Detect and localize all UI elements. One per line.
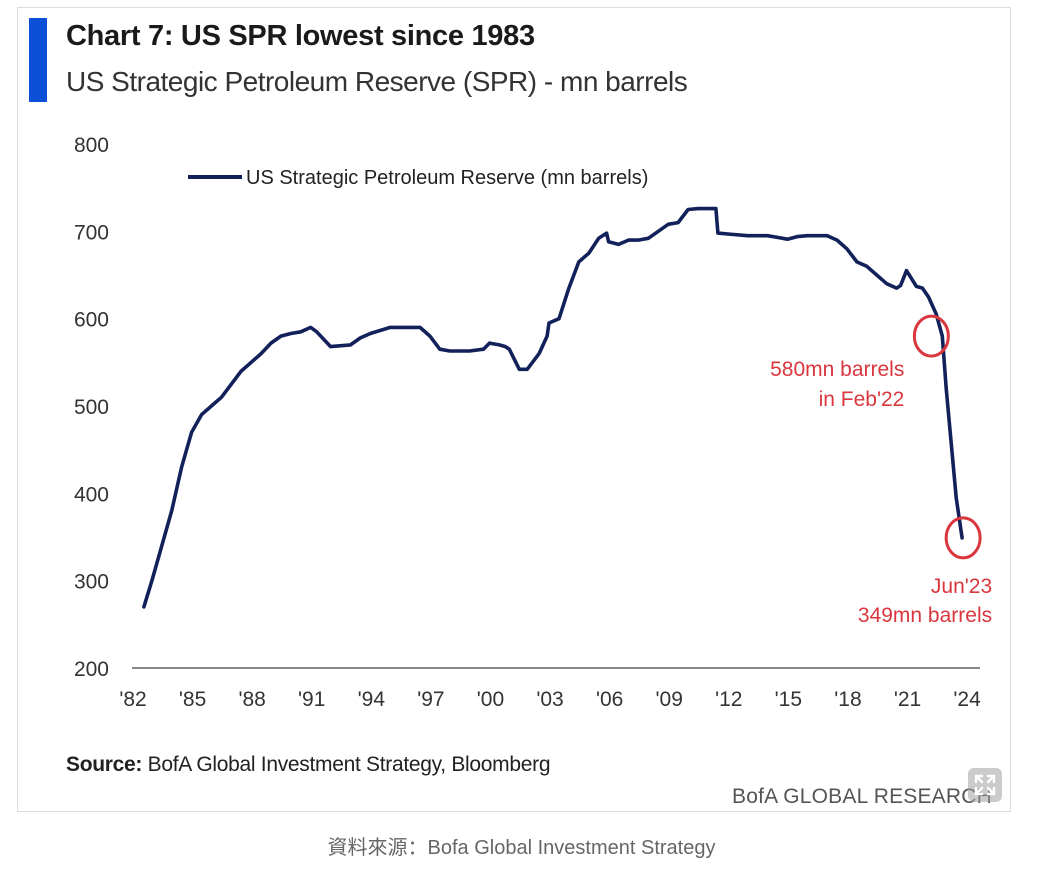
chart-card: Chart 7: US SPR lowest since 1983 US Str…	[17, 7, 1011, 812]
chart-subtitle: US Strategic Petroleum Reserve (SPR) - m…	[66, 66, 688, 97]
x-tick-label: '18	[834, 688, 861, 711]
x-tick-label: '85	[179, 688, 206, 711]
annotation-markers	[912, 314, 982, 560]
annotation-text-line1: Jun'23	[931, 575, 992, 598]
x-tick-label: '09	[656, 688, 683, 711]
chart-title: Chart 7: US SPR lowest since 1983	[66, 20, 535, 52]
source-text: BofA Global Investment Strategy, Bloombe…	[147, 753, 551, 776]
x-tick-label: '15	[775, 688, 802, 711]
x-tick-label: '12	[715, 688, 742, 711]
annotation-circle	[944, 516, 982, 560]
image-caption: 資料來源：Bofa Global Investment Strategy	[327, 837, 716, 859]
y-tick-label: 800	[74, 134, 109, 157]
x-axis-ticks: '82 '85 '88 '91 '94 '97 '00 '03 '06 '09 '12 '15 '18 '…	[119, 688, 981, 711]
legend: US Strategic Petroleum Reserve (mn barre…	[188, 167, 648, 189]
annotation-text-line2: 349mn barrels	[858, 604, 992, 627]
x-tick-label: '00	[477, 688, 504, 711]
x-tick-label: '94	[358, 688, 386, 711]
series-line	[142, 206, 964, 609]
x-tick-label: '97	[417, 688, 444, 711]
annotation-text-line1: 580mn barrels	[770, 358, 904, 381]
accent-bar	[29, 18, 47, 102]
x-tick-label: '24	[953, 688, 981, 711]
y-tick-label: 300	[74, 571, 109, 594]
x-tick-label: '91	[298, 688, 325, 711]
y-axis-ticks: 200 300 400 500 600 700 800	[74, 134, 109, 681]
chart-plot: 200 300 400 500 600 700 800 '82 '85 '88 '91 '94 '97…	[74, 134, 992, 711]
annotation-texts: 580mn barrels in Feb'22 Jun'23 349mn barrel…	[770, 358, 992, 627]
source-line: Source: BofA Global Investment Strategy,…	[66, 753, 551, 777]
y-tick-label: 400	[74, 483, 109, 506]
x-tick-label: '82	[119, 688, 146, 711]
legend-label: US Strategic Petroleum Reserve (mn barre…	[246, 167, 648, 189]
expand-icon[interactable]	[968, 768, 1002, 802]
x-tick-label: '21	[894, 688, 921, 711]
brand-mark: BofA GLOBAL RESEARCH	[732, 785, 992, 808]
y-tick-label: 500	[74, 396, 109, 419]
x-tick-label: '06	[596, 688, 623, 711]
x-tick-label: '03	[536, 688, 563, 711]
annotation-text-line2: in Feb'22	[819, 388, 905, 411]
y-tick-label: 600	[74, 309, 109, 332]
y-tick-label: 200	[74, 658, 109, 681]
source-label: Source:	[66, 753, 143, 776]
x-tick-label: '88	[238, 688, 265, 711]
y-tick-label: 700	[74, 221, 109, 244]
annotation-circle	[912, 314, 950, 358]
